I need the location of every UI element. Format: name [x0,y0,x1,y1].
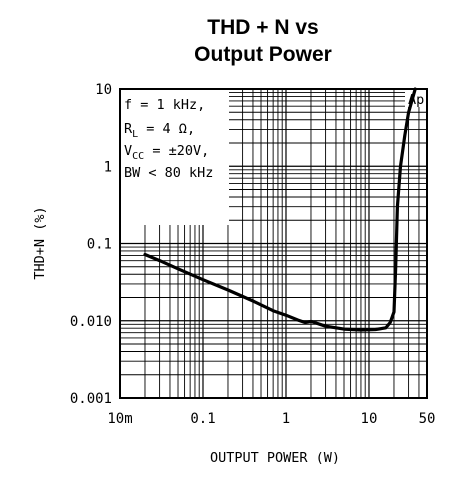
chart-title-line2: Output Power [194,43,332,66]
note-frequency: f = 1 kHz, [124,97,205,113]
y-tick-label: 0.1 [87,237,112,253]
chart-title-line1: THD + N vs [207,16,318,39]
plot-frame [119,88,428,399]
y-tick-label: 0.001 [70,391,112,407]
tick-labels: 10m 0.1 1 10 50 10 1 0.1 0.010 0.001 [70,82,436,427]
y-tick-label: 1 [104,159,112,175]
y-tick-label: 0.010 [70,314,112,330]
thd-series-line [143,87,417,332]
note-bandwidth: BW < 80 kHz [124,165,213,181]
x-tick-label: 10 [361,411,378,427]
x-tick-label: 0.1 [190,411,215,427]
notes-background-last [119,205,229,225]
y-tick-label: 10 [95,82,112,98]
notes-background [119,89,229,209]
y-axis-label: THD+N (%) [32,206,48,279]
x-tick-label: 50 [419,411,436,427]
x-tick-label: 10m [107,411,132,427]
note-load: RL = 4 Ω, [124,121,195,140]
x-tick-label: 1 [282,411,290,427]
note-supply: VCC = ±20V, [124,143,209,162]
x-axis-label: OUTPUT POWER (W) [210,450,340,466]
